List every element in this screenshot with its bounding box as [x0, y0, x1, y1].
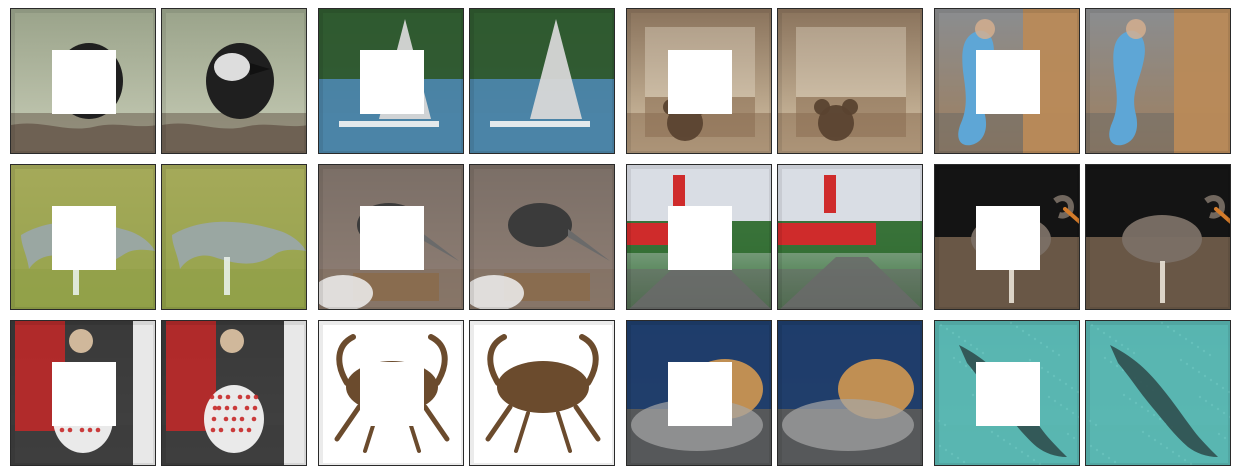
masked-input-junco-on-nest	[318, 164, 464, 310]
masked-input-red-lightship	[626, 164, 772, 310]
white-mask-square	[668, 50, 732, 114]
white-mask-square	[52, 50, 116, 114]
white-mask-square	[976, 50, 1040, 114]
white-mask-square	[976, 362, 1040, 426]
completed-image-stork-on-gravel	[1086, 165, 1230, 309]
completed-image-dog-in-grass	[162, 165, 306, 309]
masked-input-blue-stocking-and-door	[934, 8, 1080, 154]
white-mask-square	[360, 206, 424, 270]
completed-output-chickadee-on-branch	[161, 8, 307, 154]
completed-image-fish-on-seabed	[1086, 321, 1230, 465]
completed-output-fish-on-seabed	[1085, 320, 1231, 466]
masked-input-sailboat-on-water	[318, 8, 464, 154]
completed-image-red-lightship	[778, 165, 922, 309]
white-mask-square	[360, 50, 424, 114]
completed-image-junco-on-nest	[470, 165, 614, 309]
completed-output-junco-on-nest	[469, 164, 615, 310]
white-mask-square	[976, 206, 1040, 270]
completed-image-sailboat-on-water	[470, 9, 614, 153]
masked-input-crab-on-white	[318, 320, 464, 466]
completed-output-red-lightship	[777, 164, 923, 310]
completed-output-blue-stocking-and-door	[1085, 8, 1231, 154]
masked-image-sailboat-on-water	[319, 9, 463, 153]
completed-output-puppy-on-sweater	[777, 320, 923, 466]
completed-output-dog-in-grass	[161, 164, 307, 310]
completed-image-blue-stocking-and-door	[1086, 9, 1230, 153]
completed-image-crab-on-white	[470, 321, 614, 465]
white-mask-square	[52, 206, 116, 270]
completed-image-chickadee-on-branch	[162, 9, 306, 153]
masked-input-child-in-floral-dress	[10, 320, 156, 466]
completed-output-stork-on-gravel	[1085, 164, 1231, 310]
masked-input-dog-in-grass	[10, 164, 156, 310]
completed-image-nursery-with-teddy-bear	[778, 9, 922, 153]
masked-input-fish-on-seabed	[934, 320, 1080, 466]
masked-input-nursery-with-teddy-bear	[626, 8, 772, 154]
completed-image-child-in-floral-dress	[162, 321, 306, 465]
white-mask-square	[360, 362, 424, 426]
masked-input-puppy-on-sweater	[626, 320, 772, 466]
white-mask-square	[668, 206, 732, 270]
completed-image-puppy-on-sweater	[778, 321, 922, 465]
white-mask-square	[52, 362, 116, 426]
completed-output-child-in-floral-dress	[161, 320, 307, 466]
completed-output-crab-on-white	[469, 320, 615, 466]
masked-input-stork-on-gravel	[934, 164, 1080, 310]
completed-output-nursery-with-teddy-bear	[777, 8, 923, 154]
completed-output-sailboat-on-water	[469, 8, 615, 154]
white-mask-square	[668, 362, 732, 426]
masked-input-chickadee-on-branch	[10, 8, 156, 154]
